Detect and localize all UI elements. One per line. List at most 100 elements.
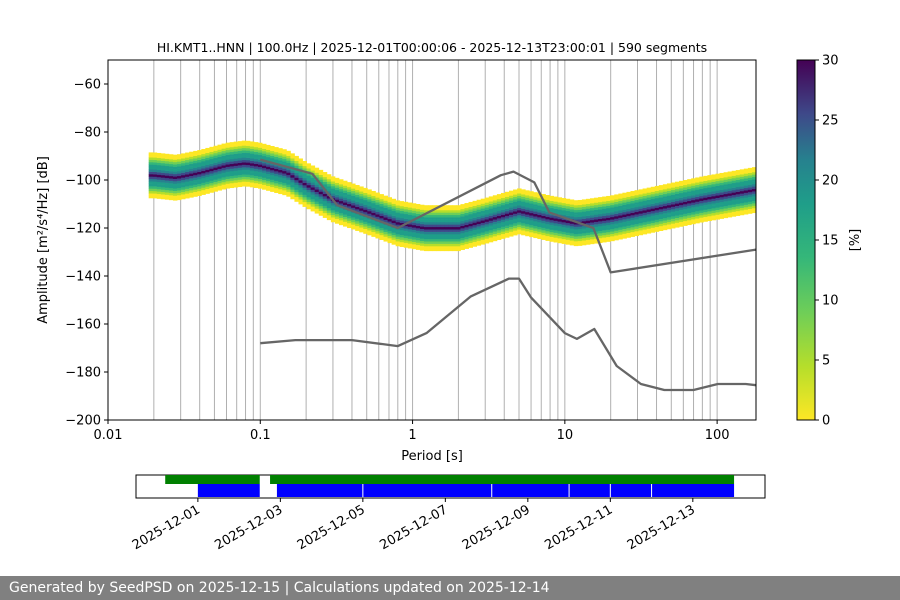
heatmap-cell	[411, 229, 417, 233]
heatmap-cell	[249, 175, 255, 178]
heatmap-cell	[351, 221, 356, 225]
heatmap-cell	[168, 190, 174, 193]
heatmap-cell	[286, 155, 291, 159]
heatmap-cell	[521, 230, 526, 233]
heatmap-cell	[302, 175, 307, 179]
heatmap-cell	[513, 220, 518, 224]
heatmap-cell	[638, 232, 644, 236]
heatmap-cell	[695, 213, 700, 217]
heatmap-cell	[330, 209, 336, 213]
heatmap-cell	[553, 230, 559, 233]
heatmap-cell	[666, 226, 672, 230]
heatmap-cell	[424, 234, 429, 237]
heatmap-cell	[699, 181, 704, 185]
heatmap-cell	[590, 198, 595, 201]
heatmap-cell	[476, 230, 482, 234]
heatmap-cell	[217, 156, 222, 160]
heatmap-cell	[395, 224, 401, 228]
heatmap-cell	[322, 184, 328, 187]
heatmap-cell	[727, 183, 733, 187]
heatmap-cell	[545, 199, 550, 203]
heatmap-cell	[569, 237, 575, 241]
heatmap-cell	[399, 208, 405, 212]
heatmap-cell	[371, 195, 376, 199]
heatmap-cell	[249, 184, 255, 188]
heatmap-cell	[152, 166, 158, 170]
heatmap-cell	[444, 219, 449, 223]
heatmap-cell	[172, 181, 178, 184]
heatmap-cell	[375, 223, 380, 227]
heatmap-cell	[468, 211, 473, 215]
heatmap-cell	[262, 153, 267, 157]
heatmap-cell	[419, 243, 425, 246]
heatmap-cell	[415, 242, 421, 246]
heatmap-cell	[731, 204, 737, 208]
heatmap-cell	[177, 185, 182, 189]
heatmap-cell	[318, 193, 324, 197]
heatmap-cell	[209, 158, 214, 162]
heatmap-cell	[314, 198, 320, 202]
heatmap-cell	[233, 170, 239, 174]
heatmap-cell	[504, 232, 510, 236]
x-axis-label: Period [s]	[401, 449, 463, 464]
heatmap-cell	[197, 181, 202, 184]
heatmap-cell	[610, 233, 615, 237]
heatmap-cell	[492, 238, 498, 242]
heatmap-cell	[407, 245, 413, 249]
heatmap-cell	[699, 217, 704, 221]
heatmap-cell	[654, 202, 660, 206]
heatmap-cell	[577, 204, 583, 208]
heatmap-cell	[496, 227, 502, 231]
heatmap-cell	[703, 216, 708, 220]
heatmap-cell	[735, 194, 741, 197]
heatmap-cell	[225, 178, 231, 182]
heatmap-cell	[630, 198, 635, 201]
heatmap-cell	[456, 212, 461, 216]
heatmap-cell	[213, 172, 218, 175]
heatmap-cell	[266, 178, 271, 182]
heatmap-cell	[581, 235, 587, 239]
heatmap-cell	[618, 222, 623, 226]
heatmap-cell	[152, 195, 158, 199]
heatmap-cell	[687, 219, 692, 223]
heatmap-cell	[557, 199, 563, 203]
heatmap-cell	[666, 185, 672, 189]
heatmap-cell	[245, 157, 251, 161]
heatmap-cell	[460, 204, 465, 207]
heatmap-cell	[590, 231, 595, 235]
heatmap-cell	[504, 208, 510, 212]
heatmap-cell	[428, 226, 433, 230]
heatmap-cell	[646, 204, 652, 208]
heatmap-cell	[606, 195, 611, 199]
heatmap-cell	[326, 207, 332, 211]
heatmap-cell	[298, 165, 303, 169]
heatmap-cell	[338, 193, 344, 197]
heatmap-cell	[432, 231, 437, 235]
heatmap-cell	[715, 209, 720, 213]
heatmap-cell	[440, 219, 445, 223]
heatmap-cell	[549, 231, 554, 235]
heatmap-cell	[711, 208, 716, 211]
heatmap-cell	[537, 202, 542, 206]
heatmap-cell	[654, 205, 660, 208]
heatmap-cell	[424, 205, 429, 208]
heatmap-cell	[286, 160, 291, 164]
heatmap-cell	[695, 182, 700, 185]
heatmap-cell	[415, 208, 421, 212]
heatmap-cell	[351, 214, 356, 218]
heatmap-cell	[683, 204, 688, 207]
heatmap-cell	[460, 206, 465, 210]
heatmap-cell	[245, 176, 251, 180]
heatmap-cell	[452, 210, 457, 213]
heatmap-cell	[642, 195, 648, 199]
heatmap-cell	[509, 193, 514, 196]
heatmap-cell	[359, 227, 364, 230]
heatmap-cell	[363, 187, 368, 191]
heatmap-cell	[662, 220, 668, 223]
heatmap-cell	[598, 216, 603, 220]
heatmap-cell	[634, 206, 639, 210]
heatmap-cell	[561, 224, 567, 228]
heatmap-cell	[581, 221, 587, 224]
heatmap-cell	[602, 237, 607, 241]
heatmap-cell	[189, 163, 194, 167]
